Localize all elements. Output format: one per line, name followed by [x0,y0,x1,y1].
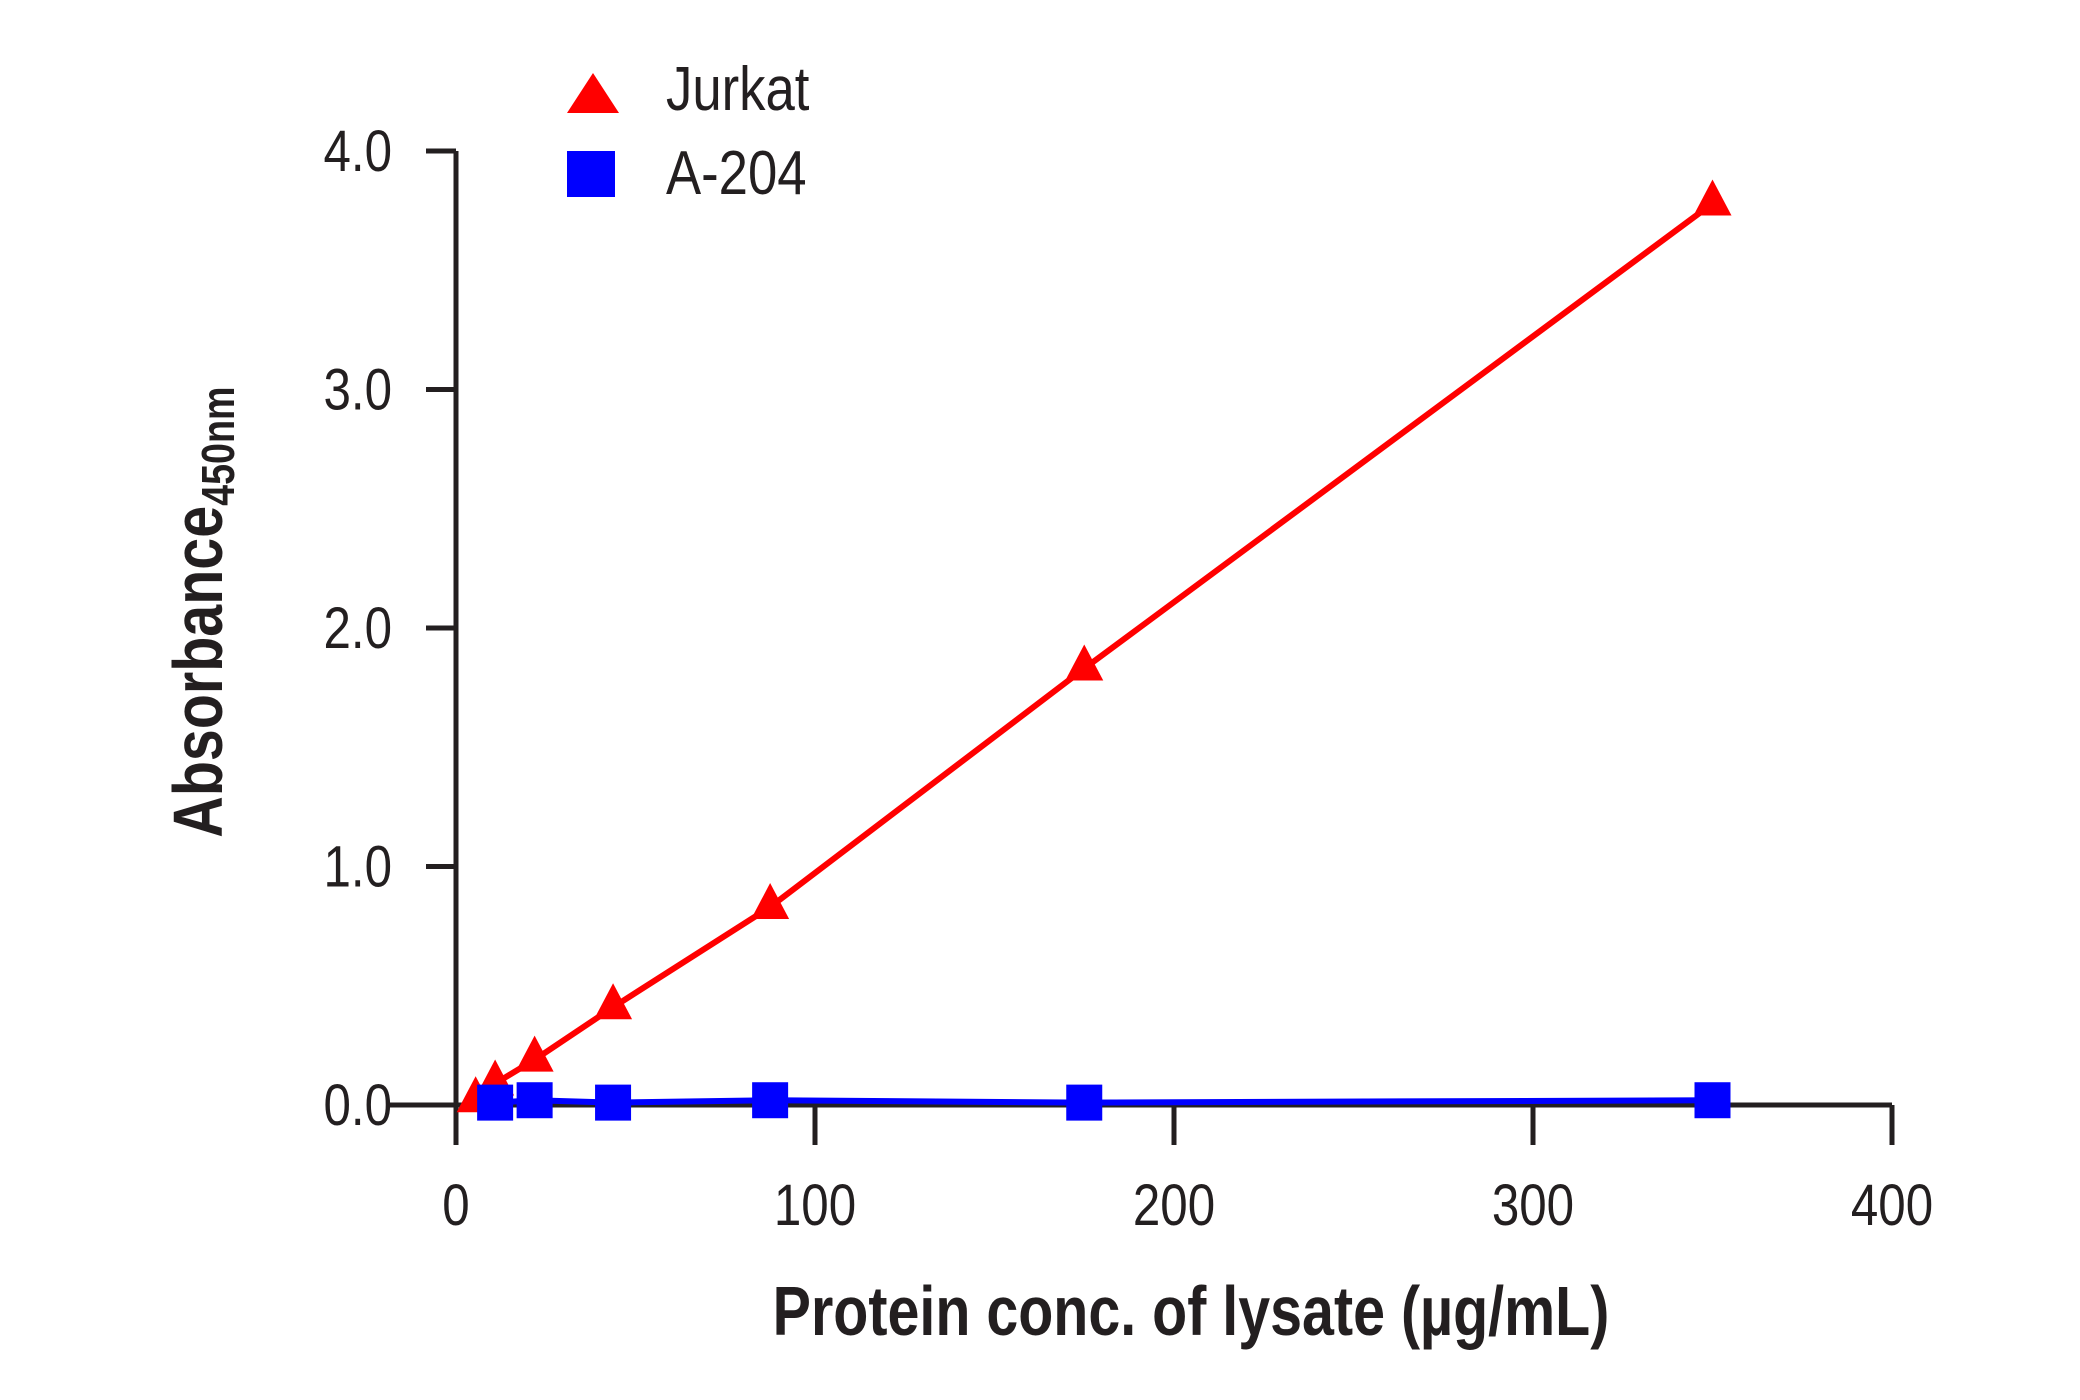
data-point-square [595,1084,632,1121]
y-tick-label: 3.0 [323,358,392,423]
y-axis-title: Absorbance450nm [159,386,244,837]
data-point-square [752,1082,789,1119]
x-tick-label: 300 [1492,1173,1574,1238]
legend-square-icon [567,151,615,197]
series-line [494,1097,1713,1106]
data-point-square [1694,1082,1731,1119]
x-tick-label: 400 [1851,1173,1933,1238]
data-point-square [516,1082,553,1119]
y-tick-label: 0.0 [323,1073,392,1138]
y-axis-title-subscript: 450nm [192,386,243,505]
y-axis-title-main: Absorbance [159,506,238,838]
x-tick-label: 200 [1133,1173,1215,1238]
legend: Jurkat A-204 [567,55,809,208]
series-a-204 [477,1082,1731,1121]
x-tick-label: 0 [442,1173,469,1238]
series-jurkat [456,179,1732,1113]
data-point-triangle [594,983,633,1020]
data-point-triangle [751,883,790,920]
legend-triangle-icon [567,73,619,113]
data-point-square [1066,1084,1103,1121]
data-point-triangle [1065,644,1104,681]
y-tick-label: 2.0 [323,596,392,661]
x-axis-title: Protein conc. of lysate (µg/mL) [773,1272,1610,1351]
series-line [473,201,1715,1103]
legend-label-jurkat: Jurkat [666,55,809,124]
legend-label-a204: A-204 [666,139,807,208]
y-tick-label: 1.0 [323,835,392,900]
data-point-triangle [515,1035,554,1072]
y-tick-label: 4.0 [323,119,392,184]
data-point-square [477,1084,514,1121]
data-point-triangle [1693,179,1732,216]
x-tick-label: 100 [774,1173,856,1238]
